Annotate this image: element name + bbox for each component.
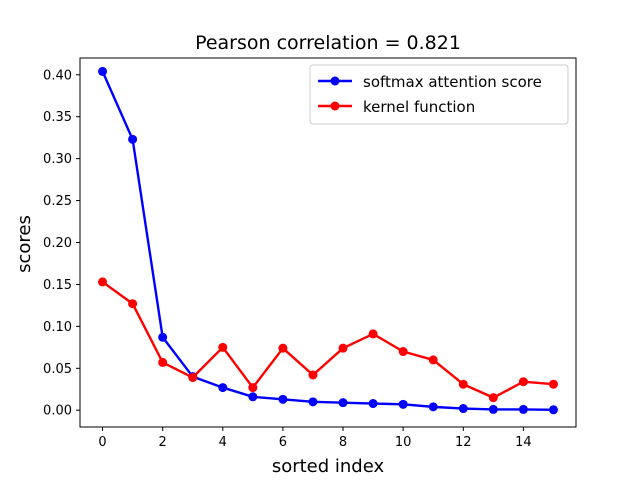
data-point-kernel bbox=[218, 342, 228, 352]
data-point-kernel bbox=[98, 277, 108, 287]
x-tick-label: 0 bbox=[98, 435, 106, 450]
legend-box bbox=[309, 64, 569, 125]
data-point-kernel bbox=[548, 379, 558, 389]
legend-marker-softmax bbox=[330, 76, 340, 86]
series-line-kernel bbox=[101, 280, 554, 399]
data-point-kernel bbox=[428, 355, 438, 365]
data-point-softmax bbox=[518, 404, 528, 414]
x-tick-label: 4 bbox=[219, 435, 227, 450]
y-tick-label: 0.15 bbox=[43, 278, 72, 293]
y-tick-label: 0.05 bbox=[43, 362, 72, 377]
x-axis-label: sorted index bbox=[272, 456, 385, 477]
y-axis-label: scores bbox=[14, 215, 35, 273]
data-point-softmax bbox=[488, 404, 498, 414]
data-point-softmax bbox=[338, 398, 348, 408]
data-point-kernel bbox=[338, 343, 348, 353]
x-tick-label: 2 bbox=[159, 435, 167, 450]
legend-marker-kernel bbox=[330, 101, 340, 111]
data-point-kernel bbox=[188, 373, 198, 383]
data-point-softmax bbox=[218, 383, 228, 393]
data-point-kernel bbox=[518, 377, 528, 387]
data-point-kernel bbox=[488, 393, 498, 403]
data-point-softmax bbox=[368, 399, 378, 409]
y-tick-label: 0.00 bbox=[43, 404, 72, 419]
data-point-softmax bbox=[428, 402, 438, 412]
legend-label-kernel: kernel function bbox=[363, 98, 475, 116]
data-point-kernel bbox=[368, 329, 378, 339]
data-point-softmax bbox=[248, 392, 258, 402]
data-point-softmax bbox=[128, 134, 138, 144]
data-point-softmax bbox=[308, 397, 318, 407]
y-tick-label: 0.35 bbox=[43, 110, 72, 125]
x-tick-label: 14 bbox=[515, 435, 532, 450]
y-tick-label: 0.25 bbox=[43, 194, 72, 209]
y-tick-label: 0.10 bbox=[43, 320, 72, 335]
chart-title: Pearson correlation = 0.821 bbox=[195, 32, 461, 54]
x-tick-label: 6 bbox=[279, 435, 287, 450]
x-tick-label: 10 bbox=[395, 435, 412, 450]
data-point-kernel bbox=[278, 343, 288, 353]
y-tick-label: 0.40 bbox=[43, 68, 72, 83]
data-point-kernel bbox=[158, 357, 168, 367]
x-tick-label: 8 bbox=[339, 435, 347, 450]
legend: softmax attention score kernel function bbox=[309, 64, 569, 125]
data-point-kernel bbox=[308, 370, 318, 380]
data-point-kernel bbox=[128, 299, 138, 309]
x-tick-label: 12 bbox=[455, 435, 472, 450]
legend-label-softmax: softmax attention score bbox=[363, 73, 542, 91]
data-point-softmax bbox=[98, 66, 108, 76]
data-point-softmax bbox=[458, 404, 468, 414]
data-point-softmax bbox=[398, 399, 408, 409]
data-point-softmax bbox=[278, 394, 288, 404]
data-point-kernel bbox=[398, 347, 408, 357]
data-point-kernel bbox=[248, 383, 258, 393]
y-tick-label: 0.30 bbox=[43, 152, 72, 167]
y-axis: 0.00 0.05 0.10 0.15 0.20 0.25 0.30 0.35 0.40 bbox=[43, 68, 80, 419]
x-axis: 0 2 4 6 8 10 12 14 bbox=[98, 427, 532, 450]
data-point-softmax bbox=[548, 405, 558, 415]
data-point-kernel bbox=[458, 379, 468, 389]
data-point-softmax bbox=[158, 332, 168, 342]
series-layer bbox=[98, 66, 558, 415]
series-line-softmax bbox=[101, 70, 554, 412]
y-tick-label: 0.20 bbox=[43, 236, 72, 251]
